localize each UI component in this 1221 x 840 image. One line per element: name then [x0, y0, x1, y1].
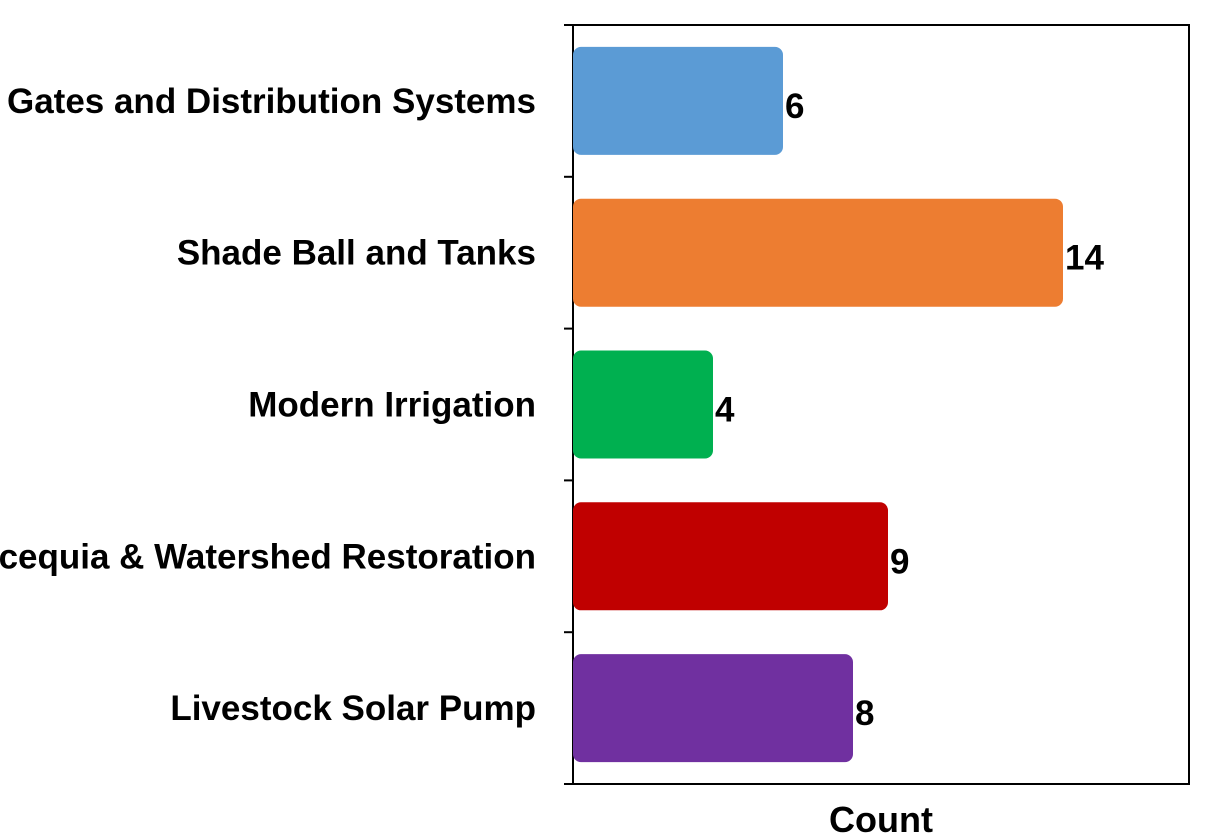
bar: [573, 350, 713, 459]
x-axis-title: Count: [829, 799, 933, 840]
value-label: 8: [855, 694, 874, 733]
bar: [573, 46, 783, 155]
category-label: Livestock Solar Pump: [170, 689, 536, 728]
category-label: Modern Irrigation: [248, 386, 536, 425]
bars-group: [573, 46, 1063, 763]
y-axis-ticks: [564, 24, 573, 785]
bar: [573, 198, 1063, 307]
value-labels: 6 14 4 9 8: [715, 87, 1104, 733]
category-label: Gates and Distribution Systems: [7, 82, 536, 121]
category-label: Acequia & Watershed Restoration: [0, 537, 536, 576]
value-label: 9: [890, 542, 909, 581]
category-label: Shade Ball and Tanks: [177, 234, 536, 273]
bar: [573, 502, 888, 611]
value-label: 14: [1065, 239, 1104, 278]
value-label: 4: [715, 391, 735, 430]
category-labels: Gates and Distribution Systems Shade Ball…: [0, 82, 536, 728]
bar: [573, 654, 853, 763]
value-label: 6: [785, 87, 804, 126]
